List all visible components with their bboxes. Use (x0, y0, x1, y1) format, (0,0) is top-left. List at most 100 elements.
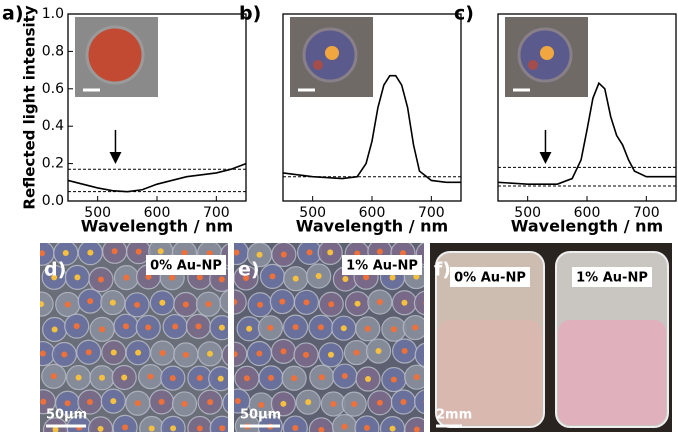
particle-core (413, 374, 420, 381)
particle (222, 392, 228, 414)
particle-core (181, 400, 188, 407)
particle-core (110, 398, 117, 405)
particle-core (243, 274, 250, 281)
particle-core (256, 251, 263, 258)
particle-core (219, 425, 226, 432)
particle-core (206, 250, 213, 257)
particle-core (354, 250, 361, 257)
particle-core (341, 423, 348, 430)
particle-core (40, 398, 47, 405)
particle-core (169, 274, 176, 281)
particle-core (268, 374, 275, 381)
particle-core (234, 351, 238, 358)
particle-core (401, 348, 408, 355)
particle-core (217, 375, 224, 382)
particle-core (327, 351, 334, 358)
x-tick-label: 600 (359, 205, 386, 221)
particle-core (376, 399, 383, 406)
inset-spot (313, 60, 323, 70)
inset-core (540, 46, 554, 60)
particle-core (87, 298, 94, 305)
photo-label: d) (44, 259, 66, 281)
inset-particle (85, 25, 145, 85)
particle-core (342, 276, 349, 283)
particle-core (123, 274, 130, 281)
photo-label: f) (434, 259, 451, 281)
particle-core (234, 299, 238, 306)
particle-core (52, 426, 59, 432)
particle-core (134, 400, 141, 407)
particle-core (246, 325, 253, 332)
panel-label: a) (2, 3, 24, 25)
particle-core (75, 374, 82, 381)
caption-box (342, 255, 422, 275)
particle-core (390, 376, 397, 383)
particle-core (423, 301, 424, 305)
particle-core (292, 275, 299, 282)
x-tick-label: 500 (299, 205, 326, 221)
photo-caption: 0% Au-NP (150, 259, 222, 274)
photo-panel: e) 1% Au-NP 50µm (234, 243, 430, 432)
y-axis-label: Reflected light intensity (21, 5, 39, 209)
spectrum-line (497, 81, 676, 185)
particle (40, 291, 54, 317)
particle-core (354, 300, 361, 307)
particle (160, 415, 186, 432)
particle-core (159, 349, 166, 356)
particle-core (412, 324, 419, 331)
particle-core (196, 425, 203, 432)
x-tick-label: 700 (418, 205, 445, 221)
particle-core (181, 249, 188, 256)
particle-core (111, 248, 118, 255)
particle-core (365, 376, 372, 383)
particle (221, 343, 228, 366)
particle-core (74, 274, 81, 281)
caption-box (572, 267, 652, 287)
particle-core (351, 401, 358, 408)
particle-core (318, 374, 325, 381)
particle-core (134, 301, 141, 308)
particle-core (291, 375, 298, 382)
particle (413, 290, 424, 316)
photo-image (234, 243, 430, 432)
particle-core (40, 350, 46, 357)
spectrum-line (67, 162, 247, 193)
panel-label: c) (454, 3, 474, 25)
particle-core (401, 299, 408, 306)
caption-box (450, 267, 530, 287)
particle-core (218, 276, 225, 283)
particle-core (122, 323, 129, 330)
particle-core (121, 374, 128, 381)
x-tick-label: 600 (144, 205, 171, 221)
particle-core (87, 249, 94, 256)
particle-core (218, 324, 225, 331)
particle-core (340, 325, 347, 332)
particle-core (196, 375, 203, 382)
particle-core (64, 301, 71, 308)
particle-core (376, 248, 383, 255)
particle-core (424, 352, 430, 358)
caption-box (146, 255, 226, 275)
particle-core (145, 324, 152, 331)
particle-core (97, 276, 104, 283)
particle-core (109, 299, 116, 306)
x-tick-label: 700 (633, 205, 660, 221)
particle-core (158, 398, 165, 405)
spectrum-line (282, 74, 461, 184)
particle-core (364, 325, 371, 332)
particle-core (400, 399, 407, 406)
particle-core (64, 400, 71, 407)
particle-core (85, 349, 92, 356)
particle-core (205, 301, 212, 308)
x-tick-label: 500 (84, 205, 111, 221)
particle-core (327, 249, 334, 256)
particle-core (315, 273, 322, 280)
particle-core (170, 425, 177, 432)
particle-core (207, 399, 214, 406)
particle-core (318, 426, 325, 432)
particle-core (375, 348, 382, 355)
particle-core (169, 375, 176, 382)
particle-core (73, 323, 80, 330)
particle-core (399, 250, 406, 257)
